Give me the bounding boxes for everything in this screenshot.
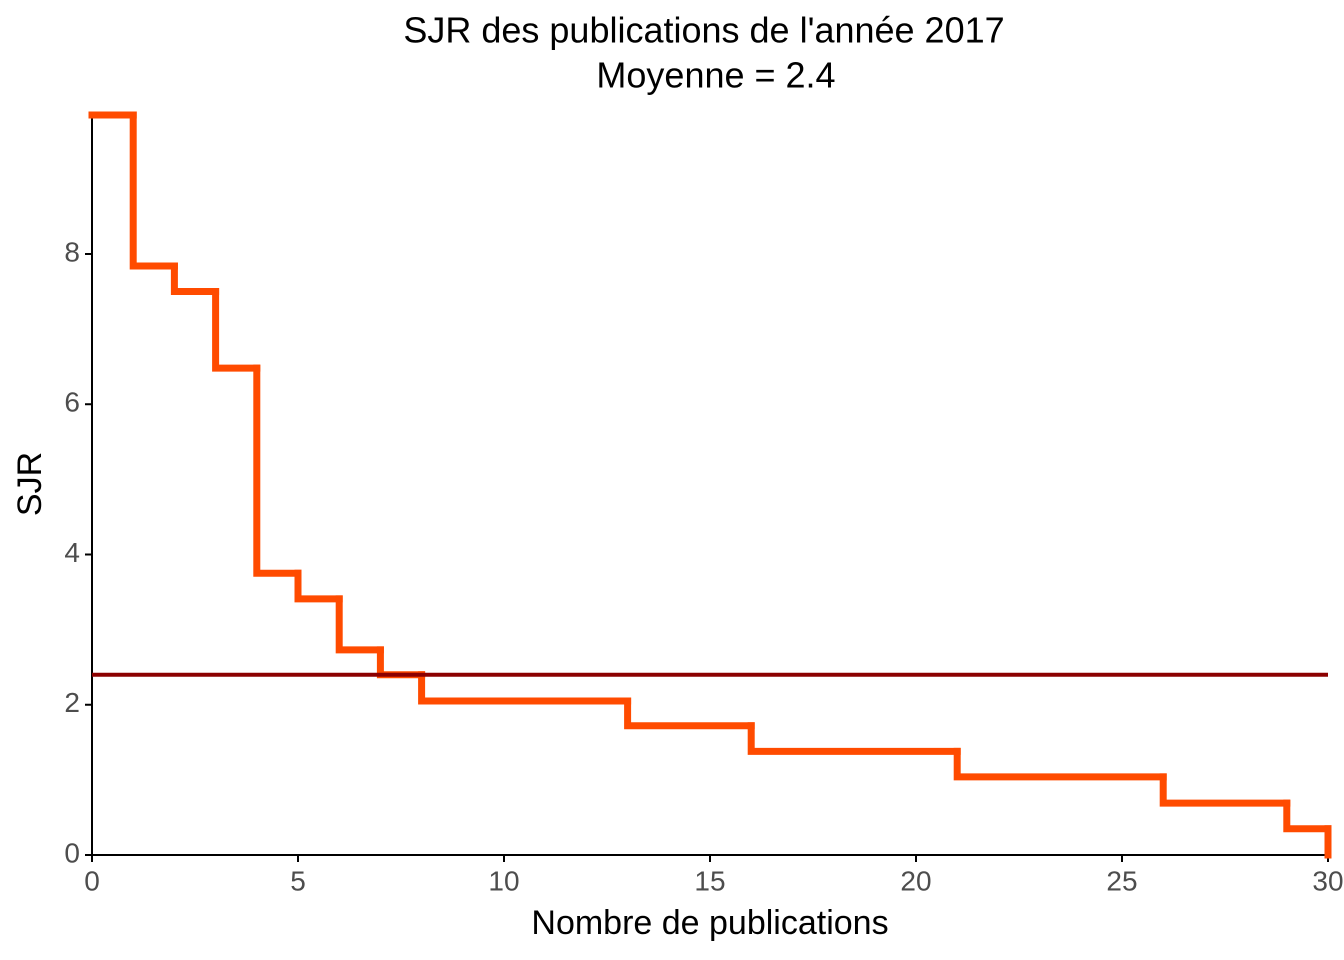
step-segment [129, 111, 178, 270]
step-segment [170, 262, 220, 296]
step-segment [418, 671, 632, 705]
step-segment [624, 697, 755, 730]
chart-subtitle: Moyenne = 2.4 [596, 55, 835, 96]
chart-title: SJR des publications de l'année 2017 [403, 10, 1004, 51]
step-segment [747, 722, 961, 755]
x-tick-label: 5 [290, 865, 306, 896]
step-segment [1159, 773, 1291, 807]
x-axis-title: Nombre de publications [531, 904, 888, 942]
x-tick-label: 20 [900, 865, 931, 896]
x-tick-label: 30 [1312, 865, 1343, 896]
x-tick-label: 25 [1106, 865, 1137, 896]
step-segment [294, 569, 343, 603]
x-tick-label: 0 [84, 865, 100, 896]
step-segment [212, 288, 261, 372]
step-segment [335, 595, 384, 654]
x-tick-label: 10 [488, 865, 519, 896]
step-segment [1283, 799, 1332, 833]
step-segment [253, 364, 302, 577]
y-tick-label: 8 [64, 236, 80, 267]
y-tick-label: 0 [64, 837, 80, 868]
y-tick-label: 6 [64, 387, 80, 418]
step-segment [376, 646, 426, 679]
y-tick-label: 4 [64, 537, 80, 568]
step-segment [953, 747, 1167, 781]
x-tick-label: 15 [694, 865, 725, 896]
y-tick-label: 2 [64, 687, 80, 718]
y-axis-title: SJR [11, 452, 49, 516]
